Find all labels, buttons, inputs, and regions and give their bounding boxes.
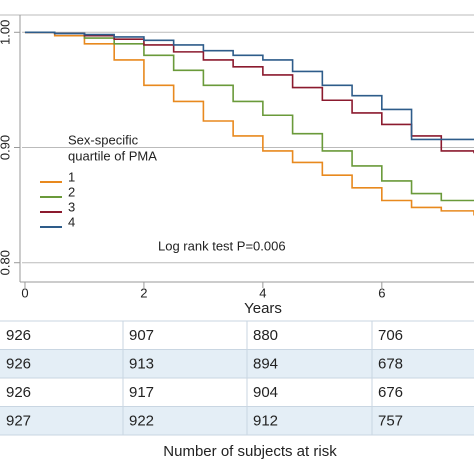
table-cell: 913	[129, 356, 154, 373]
x-axis-label: Years	[244, 300, 282, 317]
table-cell: 894	[253, 356, 278, 373]
table-cell: 926	[6, 384, 31, 401]
table-row	[0, 406, 474, 435]
y-tick-label: 0.80	[0, 250, 12, 275]
survival-curve	[24, 31, 474, 141]
legend-label: 1	[68, 169, 75, 184]
table-cell: 926	[6, 327, 31, 344]
x-tick-label: 2	[140, 285, 147, 300]
legend-title: Sex-specific	[68, 132, 139, 147]
x-tick-label: 0	[21, 285, 28, 300]
table-row	[0, 349, 474, 378]
annotation: Log rank test P=0.006	[158, 238, 286, 253]
table-cell: 917	[129, 384, 154, 401]
x-tick-label: 6	[378, 285, 385, 300]
table-row	[0, 321, 474, 350]
y-tick-label: 0.90	[0, 135, 12, 160]
table-cell: 706	[378, 327, 403, 344]
table-cell: 912	[253, 413, 278, 430]
x-tick-label: 4	[259, 285, 266, 300]
table-cell: 676	[378, 384, 403, 401]
survival-curve	[24, 31, 474, 202]
table-caption: Number of subjects at risk	[163, 443, 337, 460]
table-cell: 922	[129, 413, 154, 430]
table-cell: 904	[253, 384, 278, 401]
table-cell: 927	[6, 413, 31, 430]
table-cell: 757	[378, 413, 403, 430]
legend-label: 3	[68, 199, 75, 214]
legend-label: 2	[68, 184, 75, 199]
legend-title: quartile of PMA	[68, 148, 157, 163]
table-cell: 678	[378, 356, 403, 373]
table-row	[0, 378, 474, 407]
table-cell: 907	[129, 327, 154, 344]
table-cell: 880	[253, 327, 278, 344]
table-cell: 926	[6, 356, 31, 373]
legend-label: 4	[68, 214, 75, 229]
y-tick-label: 1.00	[0, 20, 12, 45]
